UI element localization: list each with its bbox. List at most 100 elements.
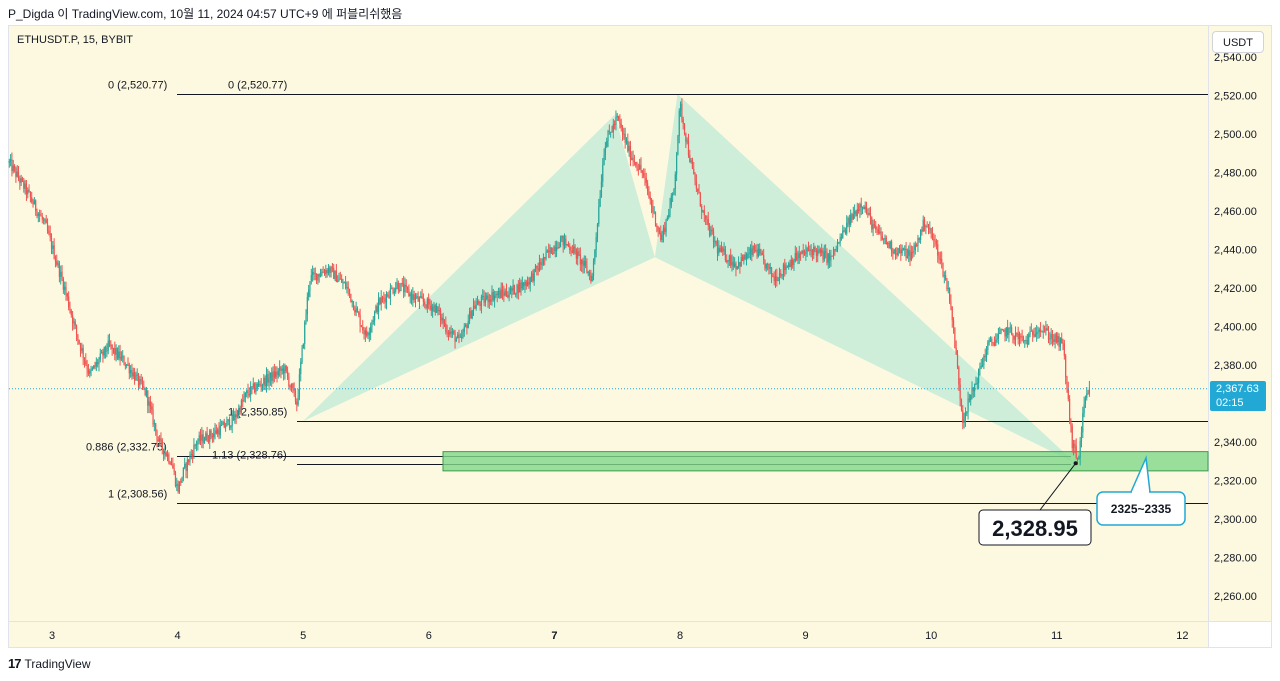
candle-body: [484, 299, 486, 303]
candle-body: [880, 231, 882, 237]
candle-body: [1075, 445, 1077, 458]
candle-body: [798, 253, 800, 259]
candle-body: [621, 127, 624, 134]
candle-body: [916, 244, 918, 247]
candle-body: [843, 230, 845, 232]
price-tick-label: 2,460.00: [1214, 206, 1257, 218]
candle-body: [145, 390, 148, 395]
candle-body: [887, 242, 889, 245]
candle-body: [904, 248, 906, 250]
candle-body: [285, 365, 287, 372]
candle-body: [569, 246, 571, 251]
candle-body: [230, 426, 232, 428]
candle-body: [769, 267, 771, 269]
candle-body: [629, 145, 632, 160]
candle-body: [420, 296, 422, 298]
candle-body: [66, 293, 68, 297]
candle-body: [896, 253, 898, 256]
candle-body: [521, 282, 523, 289]
candle-body: [306, 296, 308, 315]
symbol-title[interactable]: ETHUSDT.P, 15, BYBIT: [17, 34, 133, 46]
candle-body: [520, 282, 522, 289]
candle-body: [62, 278, 64, 290]
candle-body: [271, 372, 273, 381]
candle-body: [57, 263, 59, 265]
candle-body: [735, 263, 737, 269]
candle-body: [106, 350, 108, 352]
candle-body: [377, 298, 380, 313]
candle-body: [383, 297, 385, 299]
candle-body: [552, 253, 554, 255]
candle-body: [272, 371, 274, 381]
candle-body: [356, 308, 359, 313]
candle-body: [309, 281, 311, 290]
candle-body: [453, 331, 455, 333]
candle-body: [984, 355, 986, 358]
candle-body: [471, 310, 473, 319]
candle-body: [130, 370, 132, 374]
candle-body: [90, 369, 92, 371]
candle-body: [976, 383, 978, 385]
candle-body: [873, 224, 876, 226]
candle-body: [901, 248, 903, 254]
price-scale[interactable]: [1209, 26, 1271, 621]
candle-body: [937, 244, 939, 256]
candle-body: [52, 245, 54, 249]
candle-body: [247, 390, 249, 394]
candle-body: [1037, 332, 1039, 334]
candle-body: [1047, 330, 1050, 340]
candle-body: [772, 275, 774, 277]
candle-body: [1072, 443, 1075, 449]
candle-body: [426, 298, 428, 309]
candle-body: [711, 229, 713, 232]
candle-body: [87, 369, 90, 374]
candle-body: [153, 423, 155, 425]
currency-button[interactable]: USDT: [1212, 31, 1264, 53]
candle-body: [649, 196, 651, 201]
candle-body: [244, 392, 246, 398]
candle-body: [913, 250, 915, 252]
candle-body: [789, 263, 791, 268]
candle-body: [641, 170, 643, 173]
candle-body: [1065, 355, 1067, 377]
footer-brand[interactable]: 17 TradingView: [8, 656, 91, 671]
candle-body: [428, 298, 430, 305]
candle-body: [825, 251, 827, 253]
time-tick-label: 8: [677, 630, 683, 642]
candle-body: [934, 240, 936, 242]
candle-body: [58, 263, 61, 277]
candle-body: [645, 178, 647, 184]
candle-body: [661, 234, 663, 241]
candle-body: [257, 383, 260, 385]
candle-body: [1088, 387, 1090, 394]
candle-body: [972, 387, 974, 392]
candle-body: [563, 238, 566, 246]
candle-body: [178, 481, 181, 492]
candle-body: [417, 296, 419, 302]
candle-body: [635, 162, 637, 166]
candle-body: [756, 250, 758, 257]
candle-body: [595, 237, 597, 250]
time-scale[interactable]: [9, 622, 1208, 647]
candle-body: [259, 383, 261, 386]
candle-body: [950, 301, 952, 307]
candle-body: [537, 268, 539, 271]
candle-body: [860, 204, 862, 208]
current-price-tag: 2,367.63 02:15: [1210, 381, 1266, 411]
candle-body: [182, 467, 184, 478]
candle-body: [397, 282, 399, 290]
candle-body: [781, 275, 783, 277]
candle-body: [793, 261, 795, 266]
candle-body: [368, 332, 370, 335]
candle-body: [633, 160, 636, 163]
candle-body: [587, 272, 589, 274]
candle-body: [337, 280, 339, 283]
candle-body: [985, 350, 988, 358]
candle-body: [474, 305, 476, 309]
candle-body: [851, 214, 853, 220]
candle-body: [1057, 336, 1059, 343]
candle-body: [610, 131, 612, 133]
harmonic-pattern: [303, 94, 1076, 464]
candle-body: [128, 364, 130, 374]
